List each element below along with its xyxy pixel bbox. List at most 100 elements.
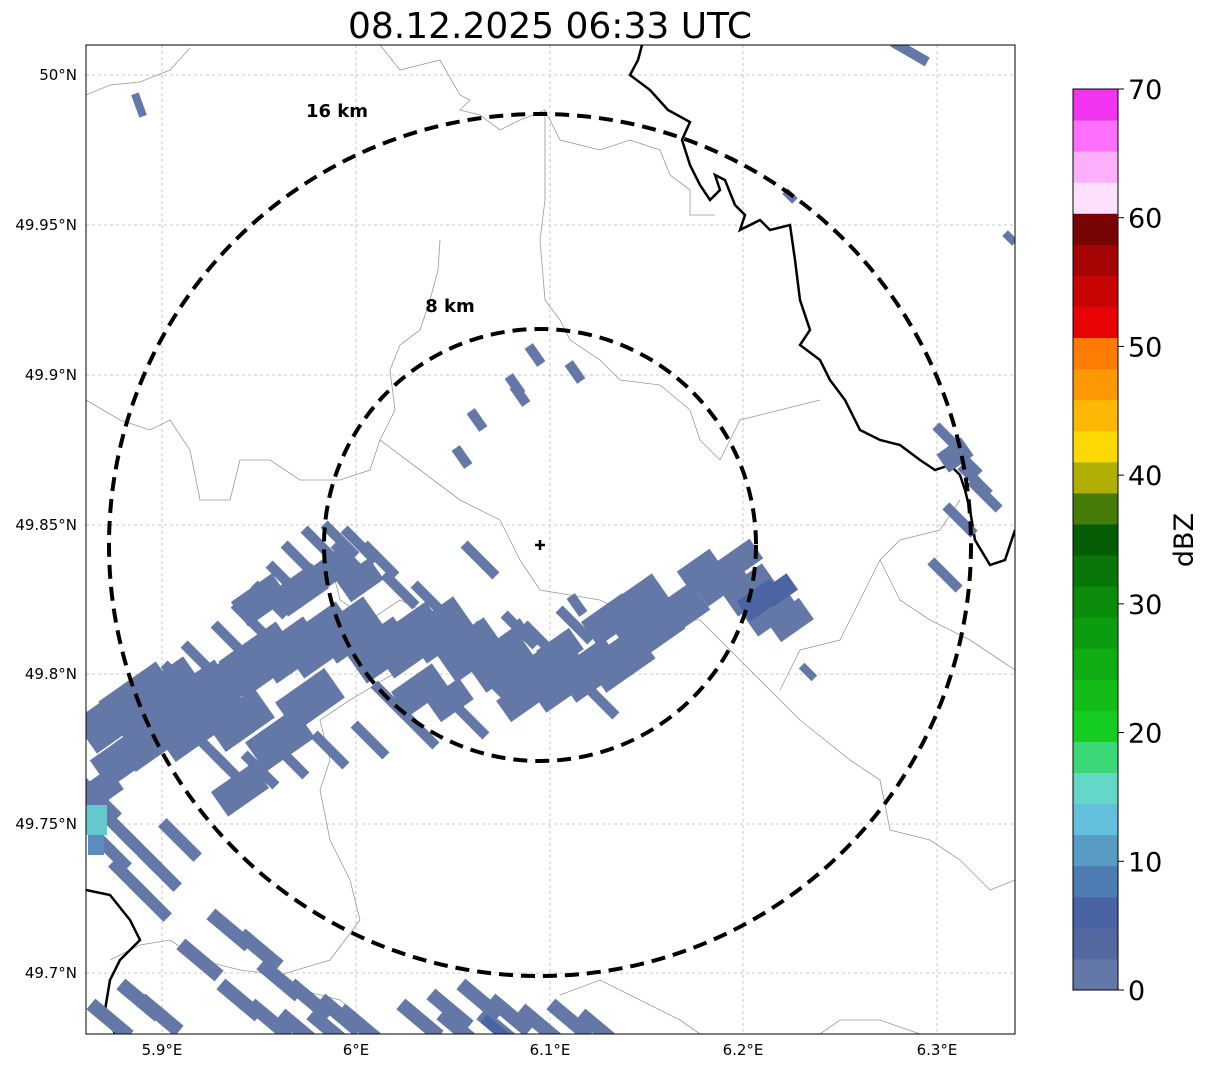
colorbar-segment (1073, 586, 1118, 618)
colorbar-segment (1073, 244, 1118, 276)
colorbar-segment (1073, 834, 1118, 867)
echo-cell (520, 620, 560, 660)
echo-cell (180, 640, 220, 680)
lon-label: 6.2°E (723, 1041, 764, 1059)
colorbar (1073, 89, 1118, 991)
echo-cell (436, 1008, 484, 1034)
echo-cell (336, 557, 384, 603)
echo-cell (470, 620, 510, 660)
colorbar-tick-label: 0 (1128, 976, 1145, 1007)
colorbar-segment (1073, 120, 1118, 152)
echo-cell (155, 698, 225, 762)
colorbar-tick-label: 10 (1128, 847, 1162, 878)
colorbar-segment (1073, 337, 1118, 370)
colorbar-segment (1073, 461, 1118, 494)
echo-cell (160, 660, 200, 700)
echo-cell (133, 656, 207, 724)
echo-cell (286, 978, 334, 1022)
echo-cell (536, 627, 584, 673)
lat-label: 49.8°N (25, 665, 77, 683)
lon-label: 6.3°E (917, 1041, 958, 1059)
colorbar-segment (1073, 275, 1118, 307)
echo-cell (86, 998, 134, 1034)
echo-cell (580, 593, 640, 647)
echo-cell (1002, 230, 1015, 246)
echo-cell (250, 580, 290, 620)
lon-label: 6°E (343, 1041, 370, 1059)
echo-cell (350, 720, 390, 760)
colorbar-tick-label: 70 (1128, 75, 1162, 106)
range-rings (107, 112, 973, 978)
echo-cell (88, 835, 104, 855)
echo-cell (927, 557, 963, 593)
echo-cell (270, 740, 310, 780)
echo-cell (300, 525, 340, 565)
echo-cell (440, 600, 480, 640)
echo-cell (576, 1008, 624, 1034)
colorbar-segment (1073, 399, 1118, 432)
lon-label: 5.9°E (142, 1041, 183, 1059)
echo-cell (480, 1014, 510, 1034)
radar-echoes (86, 45, 1015, 1034)
echo-cell (676, 548, 724, 592)
colorbar-segment (1073, 368, 1118, 401)
echo-cell (330, 540, 370, 580)
colorbar-segment (1073, 523, 1118, 556)
lat-label: 49.85°N (15, 516, 77, 534)
echo-cell (240, 750, 280, 790)
echo-cell (486, 993, 534, 1034)
range-ring-16km (107, 112, 973, 978)
lat-label: 49.95°N (15, 216, 77, 234)
echo-cell (246, 998, 294, 1034)
map-area (86, 45, 1015, 1034)
longitude-labels: 5.9°E 6°E 6.1°E 6.2°E 6.3°E (142, 1041, 958, 1059)
lat-label: 49.9°N (25, 366, 77, 384)
ring-label-16km: 16 km (306, 101, 368, 122)
echo-cell (936, 437, 974, 473)
colorbar-segment (1073, 741, 1118, 774)
echo-cell (380, 570, 420, 610)
echo-cell (310, 730, 350, 770)
colorbar-segment (1073, 213, 1118, 245)
echo-cell (460, 540, 500, 580)
echo-cell (566, 593, 588, 617)
colorbar-segment (1073, 182, 1118, 214)
colorbar-frame (1072, 88, 1119, 991)
echo-cell (210, 750, 250, 790)
echo-cell (649, 581, 711, 639)
echo-cell (426, 988, 474, 1032)
colorbar-segment (1073, 772, 1118, 805)
colorbar-segment (1073, 151, 1118, 183)
echo-cell (86, 805, 107, 835)
colorbar-tick-label: 60 (1128, 204, 1162, 235)
echo-cell (716, 538, 764, 582)
echo-cell (210, 763, 270, 817)
national-border (86, 45, 1015, 1034)
colorbar-segment (1073, 492, 1118, 525)
colorbar-segment (1073, 648, 1118, 680)
echo-cell (564, 360, 586, 384)
echo-cell (275, 668, 345, 732)
echo-cell (555, 605, 595, 645)
colorbar-segment (1073, 306, 1118, 339)
echo-cell (798, 662, 818, 682)
echo-cell (158, 818, 202, 862)
echo-cell (280, 540, 320, 580)
echo-cell (524, 343, 546, 367)
map-content: 16 km 8 km (86, 45, 1015, 1034)
echo-cell (516, 1003, 564, 1034)
echo-cell (306, 1008, 354, 1034)
colorbar-segment (1073, 617, 1118, 649)
echo-cell (205, 688, 275, 752)
colorbar-label: dBZ (1169, 513, 1200, 567)
echo-cell (456, 978, 504, 1022)
echo-cell (400, 710, 440, 750)
echo-cell (967, 477, 1003, 513)
echo-cell (176, 938, 224, 982)
colorbar-tick-label: 30 (1128, 590, 1162, 621)
echo-cell (390, 663, 450, 717)
echo-cell (546, 998, 594, 1034)
echo-cell (86, 778, 122, 822)
colorbar-segment (1073, 896, 1118, 929)
